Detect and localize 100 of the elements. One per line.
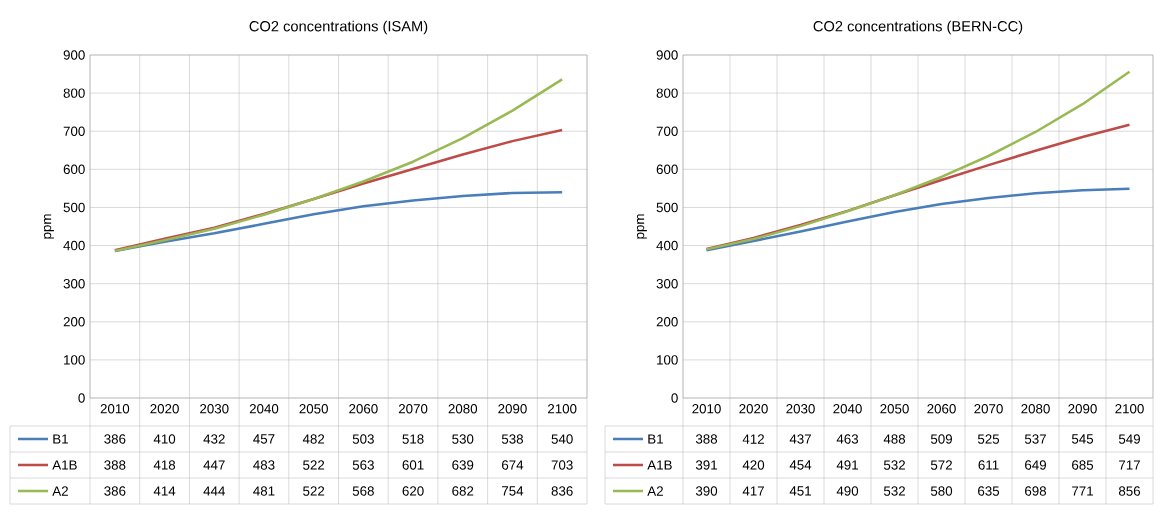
y-tick-label: 400: [63, 240, 85, 251]
data-label: 639: [452, 460, 474, 470]
y-tick-label: 400: [656, 240, 678, 251]
x-tick-label: 2020: [150, 404, 179, 414]
y-tick-label: 100: [64, 355, 85, 365]
legend-label: A2: [52, 486, 68, 496]
data-label: 698: [1025, 486, 1047, 496]
y-tick-label: 600: [656, 164, 678, 175]
data-label: 451: [789, 486, 811, 496]
data-label: 490: [836, 486, 859, 496]
data-label: 432: [203, 434, 225, 444]
data-label: 611: [978, 460, 999, 470]
y-tick-label: 700: [656, 126, 678, 136]
x-tick-label: 2010: [692, 404, 721, 414]
data-label: 717: [1119, 460, 1140, 470]
data-label: 420: [742, 460, 765, 470]
data-label: 481: [253, 486, 275, 496]
legend-label: B1: [648, 434, 663, 444]
y-tick-label: 600: [63, 164, 85, 175]
data-label: 537: [1024, 434, 1046, 444]
data-label: 522: [303, 460, 325, 470]
x-tick-label: 2030: [200, 404, 229, 414]
x-tick-label: 2070: [398, 404, 428, 414]
legend-label: A2: [647, 486, 663, 496]
data-label: 410: [153, 434, 176, 444]
data-label: 540: [551, 434, 573, 444]
data-label: 601: [402, 460, 424, 470]
data-label: 563: [352, 460, 374, 470]
data-label: 386: [104, 434, 126, 444]
data-label: 635: [978, 486, 1000, 496]
y-tick-label: 900: [63, 50, 85, 60]
data-label: 390: [695, 486, 718, 496]
line-series: [705, 70, 1131, 251]
x-tick-label: 2020: [739, 404, 768, 414]
data-label: 703: [551, 460, 573, 470]
data-label: 525: [977, 434, 1000, 444]
legend-label: A1B: [52, 460, 77, 470]
data-label: 454: [789, 460, 812, 470]
chart-title: CO2 concentrations (ISAM): [249, 20, 428, 35]
line-series: [113, 78, 564, 253]
y-tick-label: 800: [63, 88, 85, 98]
data-label: 391: [695, 460, 717, 470]
x-tick-label: 2050: [880, 404, 909, 414]
x-tick-label: 2070: [974, 404, 1003, 414]
y-tick-label: 800: [656, 88, 678, 98]
data-label: 674: [502, 460, 524, 470]
data-label: 444: [203, 486, 225, 496]
data-label: 437: [789, 434, 811, 444]
data-label: 836: [551, 486, 573, 496]
data-label: 388: [104, 460, 126, 470]
x-tick-label: 2050: [299, 404, 328, 414]
y-tick-label: 500: [656, 202, 678, 213]
data-label: 682: [452, 486, 474, 496]
data-label: 522: [303, 486, 325, 496]
x-tick-label: 2080: [1021, 404, 1050, 414]
y-tick-label: 200: [656, 317, 678, 327]
x-tick-label: 2060: [349, 404, 378, 414]
x-tick-label: 2080: [448, 404, 478, 414]
data-label: 418: [153, 460, 176, 470]
x-tick-label: 2100: [1115, 404, 1144, 414]
y-tick-label: 300: [63, 278, 85, 289]
chart-title: CO2 concentrations (BERN-CC): [813, 20, 1023, 35]
data-label: 457: [253, 434, 275, 444]
x-tick-label: 2090: [498, 404, 527, 414]
y-tick-label: 0: [671, 393, 678, 403]
data-label: 463: [836, 434, 859, 444]
x-tick-label: 2060: [927, 404, 956, 414]
data-label: 530: [452, 434, 474, 444]
data-label: 388: [695, 434, 718, 444]
y-tick-label: 0: [78, 393, 85, 403]
y-tick-label: 200: [63, 317, 85, 327]
data-label: 417: [742, 486, 764, 496]
data-label: 685: [1072, 460, 1094, 470]
legend-label: B1: [53, 434, 68, 444]
line-series: [705, 187, 1131, 252]
data-label: 754: [502, 486, 524, 496]
y-tick-label: 700: [63, 126, 85, 136]
y-tick-label: 900: [656, 50, 678, 60]
y-tick-label: 300: [656, 278, 678, 289]
y-tick-label: 100: [657, 355, 678, 365]
data-label: 447: [203, 460, 225, 470]
data-label: 518: [402, 434, 424, 444]
data-label: 386: [104, 486, 126, 496]
data-label: 488: [883, 434, 906, 444]
y-tick-label: 500: [63, 202, 85, 213]
data-label: 620: [402, 486, 424, 496]
data-label: 532: [883, 460, 905, 470]
data-label: 532: [883, 486, 905, 496]
data-label: 649: [1025, 460, 1046, 470]
y-axis-title: ppm: [636, 214, 647, 239]
data-label: 580: [930, 486, 953, 496]
x-tick-label: 2040: [833, 404, 862, 414]
x-tick-label: 2090: [1068, 404, 1097, 414]
data-label: 572: [930, 460, 952, 470]
x-tick-label: 2040: [249, 404, 279, 414]
data-label: 414: [153, 486, 176, 496]
data-label: 856: [1118, 486, 1141, 496]
x-tick-label: 2030: [786, 404, 815, 414]
data-label: 549: [1118, 434, 1140, 444]
data-label: 538: [501, 434, 523, 444]
